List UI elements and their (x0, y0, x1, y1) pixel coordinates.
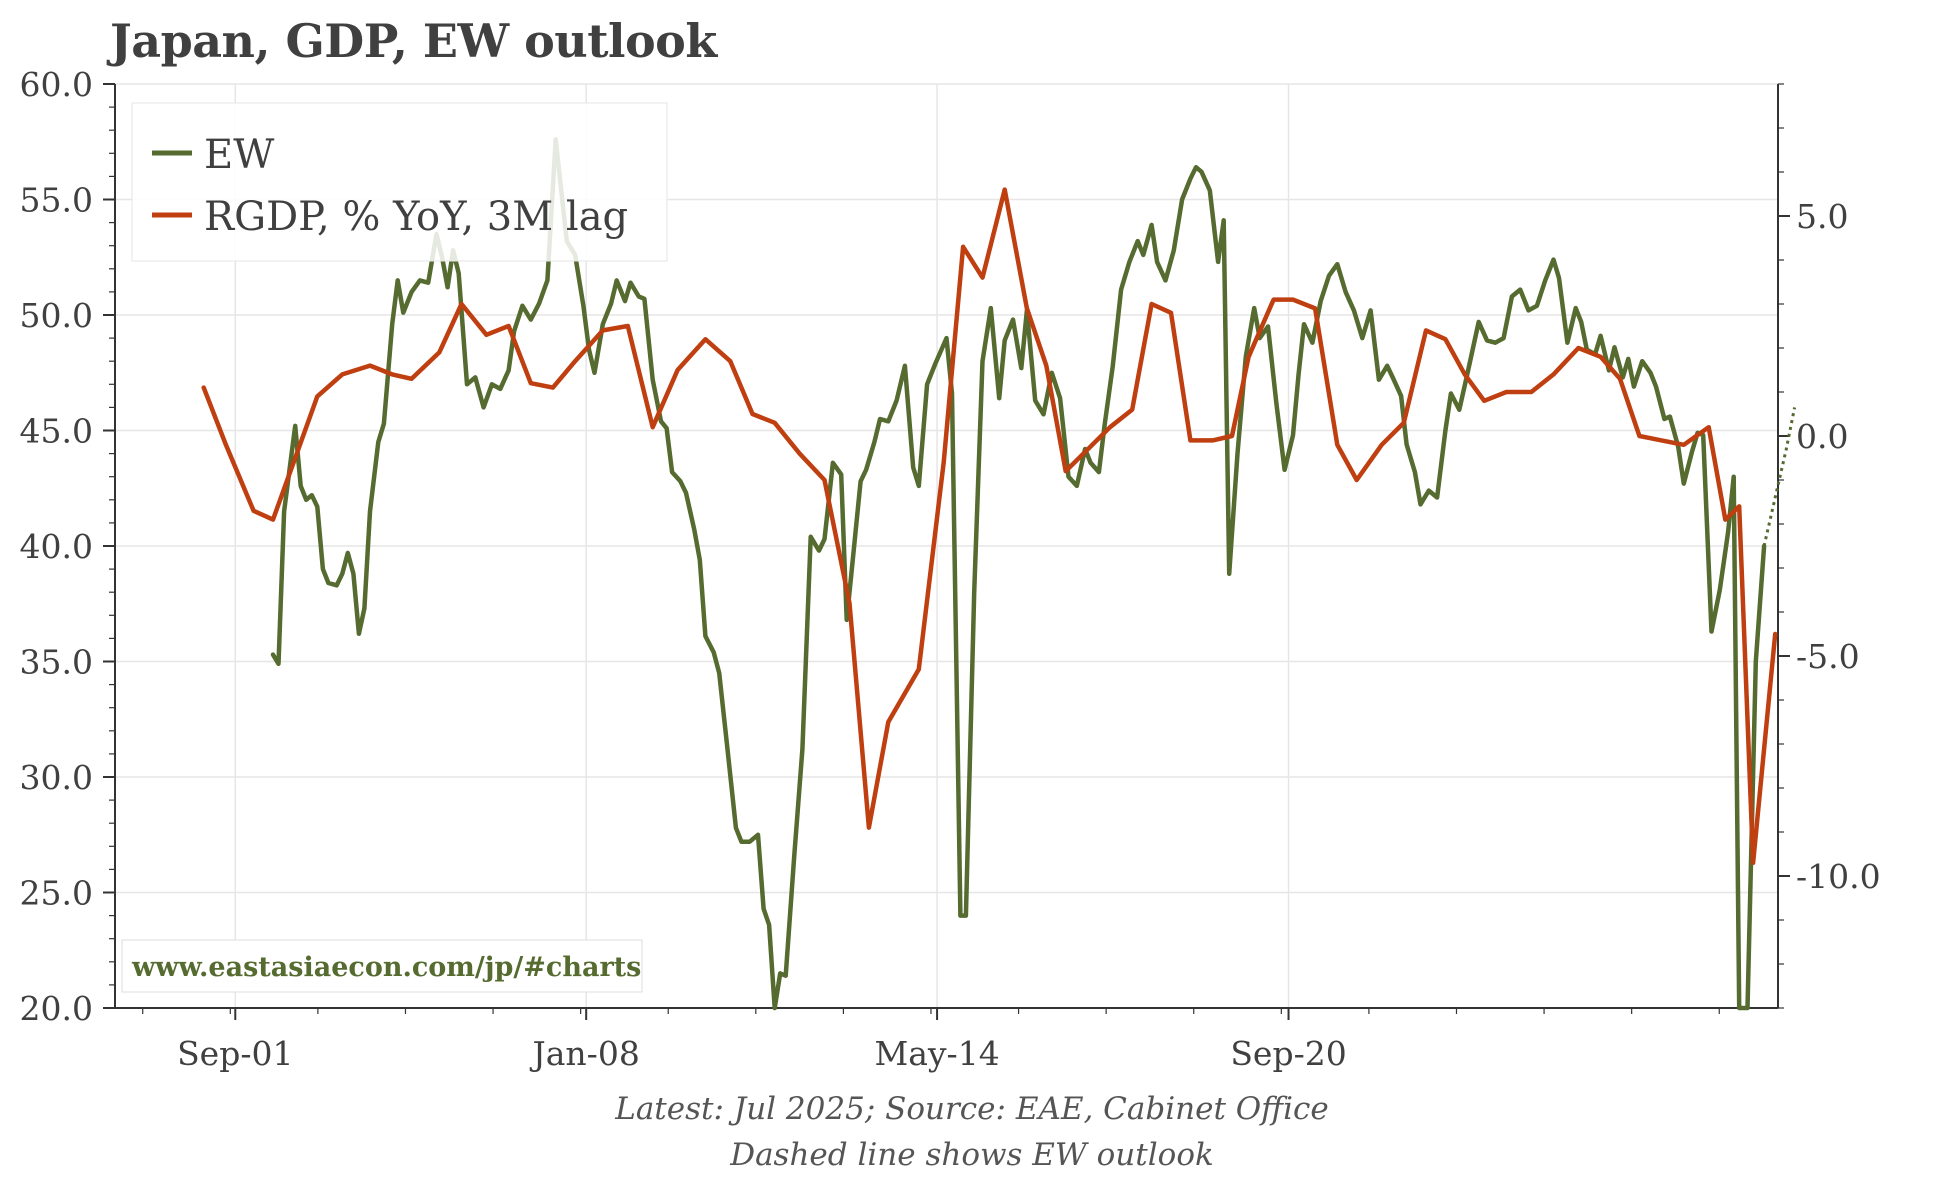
x-tick-label: Jan-08 (530, 1034, 640, 1073)
footer-source: Latest: Jul 2025; Source: EAE, Cabinet O… (615, 1091, 1329, 1127)
y-left-tick-label: 30.0 (20, 758, 93, 797)
y-left-tick-label: 20.0 (20, 989, 93, 1028)
y-right-tick-label: -10.0 (1796, 857, 1881, 896)
legend-label-ew: EW (204, 132, 274, 178)
x-tick-label: May-14 (874, 1034, 999, 1073)
series-line-rgdp (201, 187, 1778, 866)
y-left-tick-label: 60.0 (20, 65, 93, 104)
legend-box (131, 102, 668, 262)
watermark-box (121, 939, 643, 993)
y-left-tick-label: 40.0 (20, 527, 93, 566)
y-left-tick-label: 50.0 (20, 296, 93, 335)
legend: EW RGDP, % YoY, 3M lag (131, 102, 668, 262)
x-tick-label: Sep-01 (177, 1034, 293, 1073)
legend-label-rgdp: RGDP, % YoY, 3M lag (204, 194, 628, 240)
series-layer (201, 137, 1797, 1011)
x-tick-label: Sep-20 (1230, 1034, 1346, 1073)
y-left-tick-label: 45.0 (20, 412, 93, 451)
axes: 20.0 25.0 30.0 35.0 40.0 45.0 50.0 55.0 60.0 -10.… (20, 65, 1881, 1073)
series-line-ew (270, 137, 1767, 1011)
ew-outlook-dashed-line (1762, 407, 1797, 547)
y-left-tick-label: 25.0 (20, 874, 93, 913)
chart-title: Japan, GDP, EW outlook (110, 14, 717, 68)
y-left-tick-label: 55.0 (20, 181, 93, 220)
watermark-text: www.eastasiaecon.com/jp/#charts (131, 952, 641, 983)
footer-note: Dashed line shows EW outlook (730, 1137, 1214, 1173)
y-right-tick-label: 5.0 (1796, 197, 1848, 236)
watermark: www.eastasiaecon.com/jp/#charts (121, 939, 643, 993)
y-right-tick-label: 0.0 (1796, 417, 1848, 456)
y-right-tick-label: -5.0 (1796, 637, 1860, 676)
y-left-tick-label: 35.0 (20, 643, 93, 682)
